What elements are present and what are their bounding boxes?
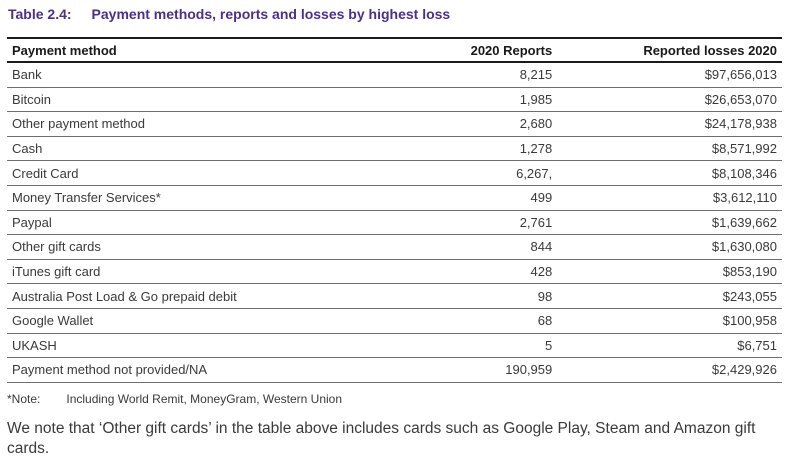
cell-payment-method: Cash <box>12 141 43 157</box>
cell-losses: $8,108,346 <box>711 165 777 181</box>
cell-payment-method: Payment method not provided/NA <box>12 362 208 378</box>
cell-losses: $97,656,013 <box>704 67 777 83</box>
cell-payment-method: Google Wallet <box>12 313 94 329</box>
table-row: Cash 1,278 $8,571,992 <box>7 136 782 161</box>
table-row: Credit Card 6,267, $8,108,346 <box>7 161 782 186</box>
table-row: Payment method not provided/NA 190,959 $… <box>7 358 782 383</box>
cell-reports: 6,267, <box>516 165 553 181</box>
table-row: Google Wallet 68 $100,958 <box>7 308 782 334</box>
cell-reports: 8,215 <box>519 67 553 83</box>
note-marker: *Note: <box>7 392 41 406</box>
cell-payment-method: Bank <box>12 67 42 83</box>
table-row: Paypal 2,761 $1,639,662 <box>7 210 782 235</box>
cell-payment-method: iTunes gift card <box>12 264 101 280</box>
table-row: Australia Post Load & Go prepaid debit 9… <box>7 284 782 309</box>
cell-reports: 499 <box>530 190 553 206</box>
cell-reports: 428 <box>530 264 553 280</box>
cell-losses: $243,055 <box>722 288 777 304</box>
cell-payment-method: Money Transfer Services* <box>12 190 161 206</box>
cell-reports: 1,985 <box>519 91 553 107</box>
table-row: Bank 8,215 $97,656,013 <box>7 62 782 88</box>
table-row: Bitcoin 1,985 $26,653,070 <box>7 87 782 112</box>
cell-reports: 68 <box>537 313 553 329</box>
cell-reports: 5 <box>545 337 553 353</box>
table-row: iTunes gift card 428 $853,190 <box>7 259 782 284</box>
table-row: UKASH 5 $6,751 <box>7 333 782 358</box>
table-row: Other gift cards 844 $1,630,080 <box>7 235 782 260</box>
cell-losses: $1,639,662 <box>711 214 777 230</box>
column-header-payment-method: Payment method <box>12 42 117 58</box>
cell-payment-method: Bitcoin <box>12 91 52 107</box>
cell-reports: 98 <box>537 288 553 304</box>
cell-losses: $1,630,080 <box>711 239 777 255</box>
table-note: *Note: Including World Remit, MoneyGram, … <box>7 392 342 406</box>
payment-methods-table: Payment method 2020 Reports Reported los… <box>7 37 782 383</box>
cell-losses: $6,751 <box>737 337 777 353</box>
table-header-row: Payment method 2020 Reports Reported los… <box>7 38 782 62</box>
cell-payment-method: Other gift cards <box>12 239 101 255</box>
cell-losses: $853,190 <box>722 264 777 280</box>
cell-losses: $100,958 <box>722 313 777 329</box>
table-number: Table 2.4: <box>8 6 72 22</box>
table-title: Table 2.4: Payment methods, reports and l… <box>8 6 450 22</box>
cell-losses: $24,178,938 <box>704 116 777 132</box>
cell-reports: 1,278 <box>519 141 553 157</box>
column-header-losses: Reported losses 2020 <box>643 42 777 58</box>
table-caption: Payment methods, reports and losses by h… <box>91 6 451 22</box>
cell-reports: 2,680 <box>519 116 553 132</box>
table-row: Other payment method 2,680 $24,178,938 <box>7 112 782 137</box>
cell-losses: $2,429,926 <box>711 362 777 378</box>
cell-payment-method: Australia Post Load & Go prepaid debit <box>12 288 237 304</box>
cell-payment-method: UKASH <box>12 337 57 353</box>
note-text: Including World Remit, MoneyGram, Wester… <box>66 392 343 406</box>
cell-payment-method: Credit Card <box>12 165 79 181</box>
cell-payment-method: Other payment method <box>12 116 145 132</box>
cell-reports: 190,959 <box>505 362 553 378</box>
cell-losses: $26,653,070 <box>704 91 777 107</box>
column-header-reports: 2020 Reports <box>470 42 553 58</box>
footer-paragraph: We note that ‘Other gift cards’ in the t… <box>7 420 756 457</box>
cell-losses: $8,571,992 <box>711 141 777 157</box>
cell-losses: $3,612,110 <box>712 190 777 206</box>
table-row: Money Transfer Services* 499 $3,612,110 <box>7 185 782 211</box>
cell-reports: 844 <box>530 239 553 255</box>
cell-reports: 2,761 <box>519 214 553 230</box>
cell-payment-method: Paypal <box>12 214 52 230</box>
